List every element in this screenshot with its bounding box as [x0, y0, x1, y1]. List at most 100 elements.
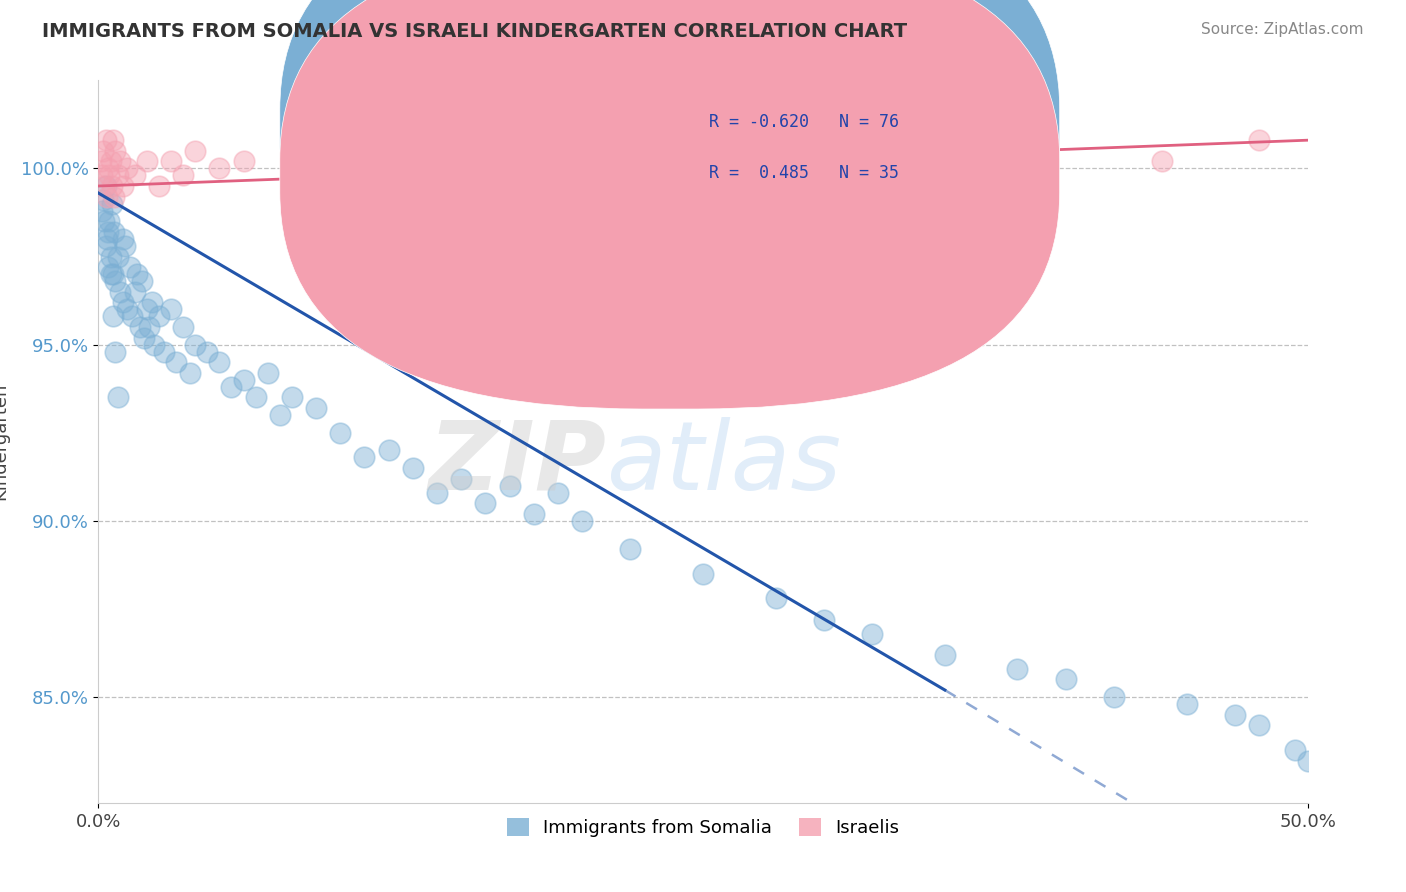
Point	[1249, 718, 1271, 732]
Point	[111, 232, 134, 246]
Point	[165, 355, 187, 369]
Point	[103, 189, 125, 203]
Point	[208, 355, 231, 369]
Point	[93, 214, 115, 228]
Point	[1296, 754, 1319, 768]
Point	[100, 267, 122, 281]
Point	[813, 154, 835, 169]
Point	[135, 302, 157, 317]
Point	[450, 471, 472, 485]
Point	[101, 267, 124, 281]
Point	[114, 239, 136, 253]
Point	[121, 310, 143, 324]
Point	[377, 154, 399, 169]
Point	[134, 330, 156, 344]
Point	[1223, 707, 1246, 722]
Point	[141, 295, 163, 310]
Point	[107, 391, 129, 405]
Point	[619, 144, 641, 158]
Point	[1102, 690, 1125, 704]
Point	[96, 232, 118, 246]
Point	[138, 320, 160, 334]
Point	[1007, 662, 1029, 676]
Point	[498, 478, 520, 492]
Point	[131, 274, 153, 288]
Point	[91, 203, 114, 218]
Legend: Immigrants from Somalia, Israelis: Immigrants from Somalia, Israelis	[499, 811, 907, 845]
Point	[1007, 144, 1029, 158]
Point	[450, 144, 472, 158]
Point	[97, 161, 120, 176]
Point	[94, 239, 117, 253]
Point	[571, 514, 593, 528]
Point	[765, 591, 787, 606]
Point	[813, 613, 835, 627]
Point	[100, 196, 122, 211]
Point	[208, 161, 231, 176]
Point	[91, 144, 114, 158]
Point	[1284, 743, 1306, 757]
Point	[692, 566, 714, 581]
Point	[96, 189, 118, 203]
Point	[104, 144, 127, 158]
Point	[128, 320, 150, 334]
Point	[100, 154, 122, 169]
Text: atlas: atlas	[606, 417, 841, 509]
Point	[245, 391, 267, 405]
Point	[148, 179, 170, 194]
Point	[305, 401, 328, 415]
Point	[160, 154, 183, 169]
Point	[221, 380, 243, 394]
Point	[281, 144, 304, 158]
Point	[426, 485, 449, 500]
Point	[160, 302, 183, 317]
Point	[1152, 154, 1174, 169]
Point	[104, 344, 127, 359]
Text: Source: ZipAtlas.com: Source: ZipAtlas.com	[1201, 22, 1364, 37]
Point	[619, 542, 641, 557]
Point	[195, 344, 218, 359]
Point	[1175, 697, 1198, 711]
Point	[135, 154, 157, 169]
Point	[402, 461, 425, 475]
Point	[281, 391, 304, 405]
Point	[1249, 133, 1271, 147]
Point	[104, 274, 127, 288]
Point	[353, 450, 375, 465]
Point	[269, 408, 291, 422]
Point	[101, 310, 124, 324]
Text: IMMIGRANTS FROM SOMALIA VS ISRAELI KINDERGARTEN CORRELATION CHART: IMMIGRANTS FROM SOMALIA VS ISRAELI KINDE…	[42, 22, 907, 41]
Point	[100, 250, 122, 264]
Point	[152, 344, 174, 359]
Point	[179, 366, 201, 380]
Point	[934, 648, 956, 662]
Point	[172, 169, 194, 183]
Point	[127, 267, 149, 281]
Point	[103, 225, 125, 239]
Point	[124, 169, 146, 183]
Point	[100, 179, 122, 194]
Y-axis label: Kindergarten: Kindergarten	[0, 383, 10, 500]
Point	[118, 260, 141, 274]
Point	[124, 285, 146, 299]
Point	[117, 302, 139, 317]
Point	[547, 485, 569, 500]
Point	[98, 214, 121, 228]
FancyBboxPatch shape	[619, 95, 1053, 218]
Point	[94, 133, 117, 147]
Point	[256, 366, 278, 380]
Point	[97, 260, 120, 274]
Text: R = -0.620   N = 76: R = -0.620 N = 76	[709, 113, 898, 131]
Point	[107, 250, 129, 264]
Point	[523, 507, 546, 521]
Point	[94, 179, 117, 194]
Point	[117, 161, 139, 176]
Point	[90, 154, 112, 169]
Point	[523, 154, 546, 169]
Point	[329, 161, 352, 176]
Text: R =  0.485   N = 35: R = 0.485 N = 35	[709, 164, 898, 182]
Point	[232, 373, 254, 387]
Point	[377, 443, 399, 458]
Point	[108, 154, 131, 169]
Text: ZIP: ZIP	[429, 417, 606, 509]
